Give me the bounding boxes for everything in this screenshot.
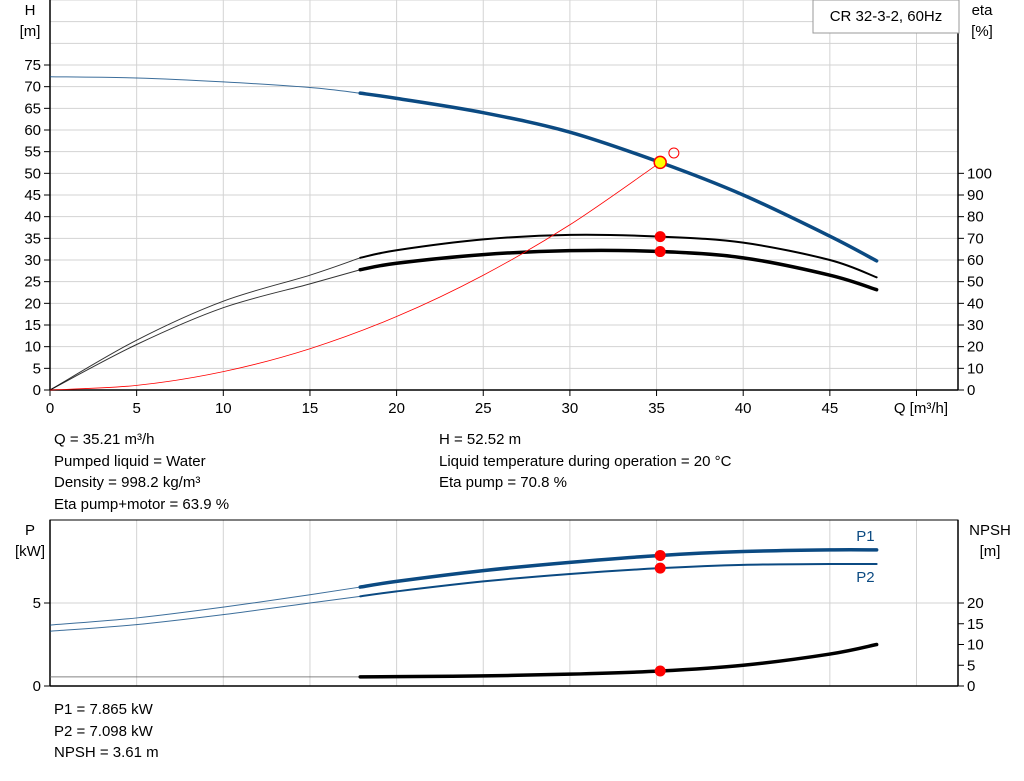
eta-pump-curve-extended [49,257,361,391]
info-p1: P1 = 7.865 kW [54,701,153,718]
x-tick-label: 45 [822,400,839,417]
y2-tick-label: 0 [967,382,975,399]
y2-tick-label: 10 [967,360,984,377]
y2-tick-label: 0 [967,678,975,695]
p2-curve [359,562,878,598]
open-marker [668,147,680,159]
info-eta-pump: Eta pump = 70.8 % [439,474,567,491]
y-tick-label: 10 [24,339,41,356]
x-tick-label: 25 [475,400,492,417]
y2-tick-label: 10 [967,637,984,654]
p2-curve-extended [49,595,361,632]
y2-tick-label: 20 [967,595,984,612]
model-label-box [812,0,960,34]
duty-point-p1 [654,549,666,561]
y2-axis-label: eta [972,2,994,19]
y-tick-label: 5 [33,595,41,612]
h-curve-extended [49,76,361,94]
y-tick-label: 30 [24,252,41,269]
y2-tick-label: 90 [967,187,984,204]
y-tick-label: 35 [24,230,41,247]
info-flow: Q = 35.21 m³/h [54,431,155,448]
y-tick-label: 40 [24,209,41,226]
y-tick-label: 70 [24,79,41,96]
x-axis-label: Q [m³/h] [894,400,948,417]
y-tick-label: 60 [24,122,41,139]
eta-pump-motor-curve [358,248,879,292]
model-label: CR 32-3-2, 60Hz [830,8,943,25]
eta-pump-curve [359,233,878,279]
x-tick-label: 5 [132,400,140,417]
y-tick-label: 65 [24,100,41,117]
p1-curve-extended [49,586,361,626]
duty-point-p2 [654,562,666,574]
info-p2: P2 = 7.098 kW [54,723,153,740]
y2-tick-label: 15 [967,616,984,633]
npsh-curve [358,642,879,679]
y-tick-label: 5 [33,360,41,377]
y-tick-label: 15 [24,317,41,334]
x-tick-label: 40 [735,400,752,417]
p1-curve [358,548,879,589]
y-tick-label: 20 [24,295,41,312]
info-liquid: Pumped liquid = Water [54,453,206,470]
x-tick-label: 35 [648,400,665,417]
series-label-p1: P1 [856,528,874,545]
x-tick-label: 15 [302,400,319,417]
system-curve-line [49,162,661,391]
y-axis-label: H [25,2,36,19]
y2-tick-label: 80 [967,209,984,226]
y2-tick-label: 70 [967,230,984,247]
y2-axis-unit: [%] [971,23,993,40]
y2-tick-label: 60 [967,252,984,269]
y-axis-unit: [m] [20,23,41,40]
info-eta-pump-motor: Eta pump+motor = 63.9 % [54,496,230,513]
y-tick-label: 0 [33,382,41,399]
y2-axis-label: NPSH [969,522,1011,539]
x-tick-label: 10 [215,400,232,417]
duty-point-eta-pump [654,231,666,243]
y-tick-label: 55 [24,144,41,161]
y2-tick-label: 5 [967,657,975,674]
eta-pump-motor-curve-extended [49,269,361,391]
info-head: H = 52.52 m [439,431,522,448]
h-curve [358,91,879,263]
x-tick-label: 20 [388,400,405,417]
duty-point-npsh [654,665,666,677]
info-temperature: Liquid temperature during operation = 20… [439,453,732,470]
y-tick-label: 50 [24,165,41,182]
y-tick-label: 75 [24,57,41,74]
duty-point-h [653,155,667,170]
info-density: Density = 998.2 kg/m³ [54,474,201,491]
y-tick-label: 25 [24,274,41,291]
y2-tick-label: 50 [967,274,984,291]
y-tick-label: 0 [33,678,41,695]
y-tick-label: 45 [24,187,41,204]
y2-tick-label: 40 [967,295,984,312]
duty-point-eta-pump-motor [654,246,666,258]
y2-tick-label: 20 [967,339,984,356]
y2-tick-label: 100 [967,165,992,182]
y-axis-unit: [kW] [15,543,45,560]
x-tick-label: 30 [562,400,579,417]
y-axis-label: P [25,522,35,539]
info-npsh: NPSH = 3.61 m [54,744,159,761]
series-label-p2: P2 [856,569,874,586]
x-tick-label: 0 [46,400,54,417]
y2-axis-unit: [m] [980,543,1001,560]
y2-tick-label: 30 [967,317,984,334]
